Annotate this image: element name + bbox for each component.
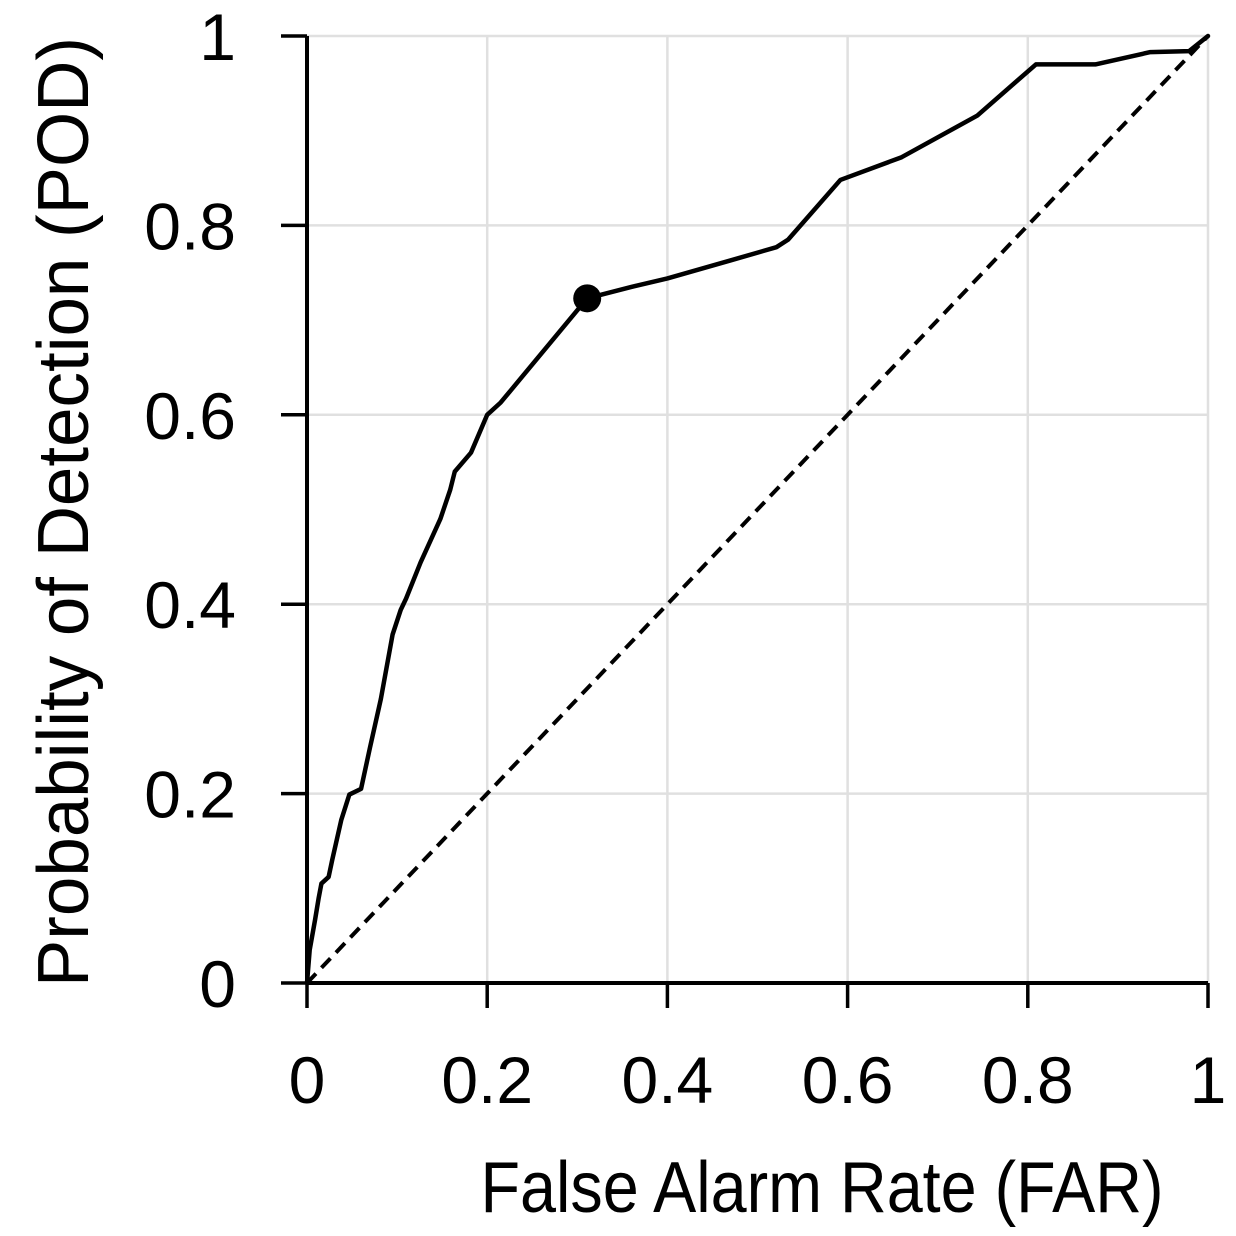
y-tick-label: 1 — [199, 0, 236, 74]
y-axis-title: Probability of Detection (POD) — [24, 37, 104, 987]
x-tick-label: 0.8 — [982, 1043, 1074, 1117]
gridlines — [307, 34, 1210, 983]
y-tick-label: 0 — [199, 947, 236, 1021]
y-tick-label: 0.2 — [144, 758, 236, 832]
x-tick-label: 0.6 — [802, 1043, 894, 1117]
y-tick-labels: 0 0.2 0.4 0.6 0.8 1 — [144, 0, 236, 1021]
x-axis-title: False Alarm Rate (FAR) — [481, 1148, 1164, 1228]
no-skill-line — [305, 34, 1210, 985]
axes — [305, 36, 1208, 985]
tick-marks — [281, 34, 1210, 1008]
y-tick-label: 0.4 — [144, 568, 236, 642]
x-tick-label: 0.4 — [622, 1043, 714, 1117]
x-tick-labels: 0 0.2 0.4 0.6 0.8 1 — [289, 1043, 1227, 1117]
threshold-marker-dot — [573, 284, 602, 313]
roc-curve-line — [304, 33, 1211, 986]
x-tick-label: 1 — [1190, 1043, 1227, 1117]
x-tick-label: 0.2 — [441, 1043, 533, 1117]
y-tick-label: 0.8 — [144, 189, 236, 263]
y-tick-label: 0.6 — [144, 379, 236, 453]
series-layer — [304, 33, 1211, 986]
x-tick-label: 0 — [289, 1043, 326, 1117]
